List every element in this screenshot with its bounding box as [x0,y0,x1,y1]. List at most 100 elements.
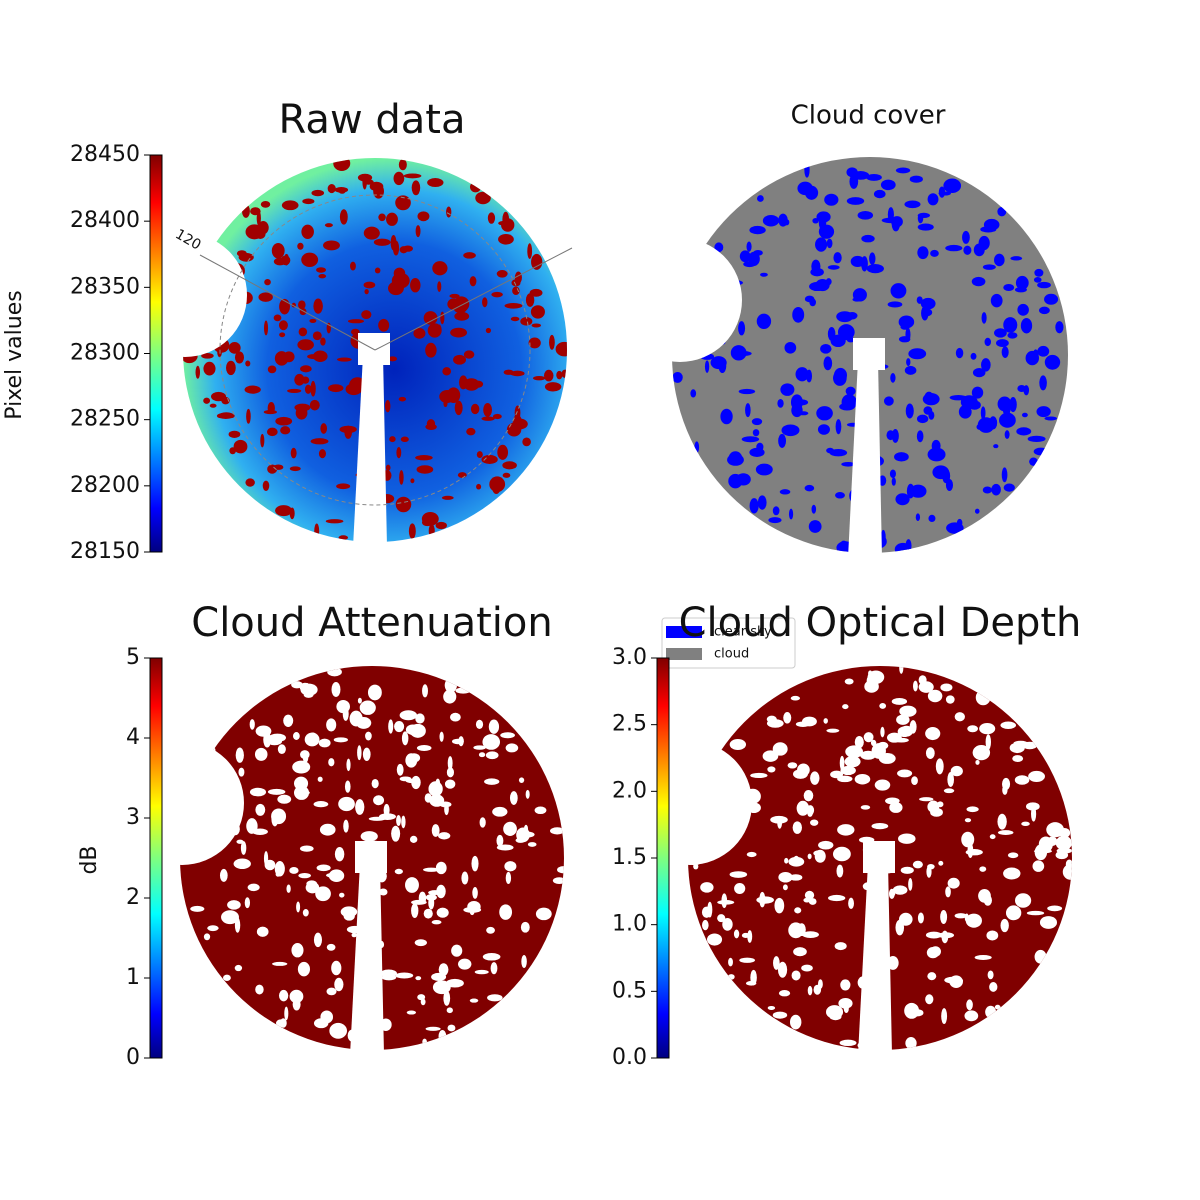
cloud-blob [702,919,709,931]
cloud-blob [423,311,438,325]
cloud-blob [1007,852,1019,859]
cloud-blob [1020,317,1033,334]
cloud-blob [367,684,382,701]
cloud-blob [840,765,856,776]
cloud-blob [425,1026,441,1031]
cloud-blob [390,235,397,251]
cloud-blob [981,358,991,372]
panel-title: Cloud Attenuation [191,600,552,646]
cloud-blob [917,246,929,260]
cloud-blob [323,240,340,251]
cloud-blob [487,212,496,224]
cloud-blob [425,342,437,358]
cloud-blob [260,433,265,448]
cloud-blob [391,272,410,289]
cloud-blob [1021,412,1028,418]
cloud-blob [810,771,820,785]
cloud-blob [1027,435,1046,443]
cloud-blob [976,424,983,430]
cloud-blob [234,351,245,364]
cloud-blob [245,478,255,487]
panel: Cloud Attenuation 0 1 2 3 4 5 dB [77,600,564,1070]
colorbar-tick-label: 0.0 [612,1045,647,1070]
cloud-blob [892,885,908,895]
cloud-blob [491,291,503,298]
cloud-blob [411,180,421,196]
cloud-blob [778,990,791,997]
cloud-blob [294,790,310,796]
cloud-blob [446,206,452,218]
cloud-blob [1015,275,1029,290]
cloud-blob [405,877,419,893]
cloud-blob [877,741,889,750]
cloud-blob [289,989,304,1004]
cloud-blob [927,972,937,981]
cloud-blob [971,386,984,399]
cloud-blob [814,849,826,863]
cloud-blob [362,747,371,761]
cloud-blob [945,244,963,252]
cloud-blob [384,400,391,413]
cloud-blob [746,851,757,858]
cloud-blob [757,495,767,510]
cloud-blob [738,321,746,336]
cloud-blob [292,732,300,740]
cloud-blob [828,894,846,902]
cloud-blob [788,508,794,520]
cloud-blob [840,979,851,991]
cloud-blob [254,747,268,761]
cloud-blob [815,237,828,252]
cloud-blob [396,763,404,776]
cloud-blob [728,957,733,967]
cloud-blob [525,789,530,799]
cloud-blob [985,734,992,750]
cloud-blob [274,861,285,877]
cloud-blob [406,1010,417,1015]
cloud-blob [890,283,907,299]
cloud-blob [990,293,1003,308]
cloud-blob [1037,281,1051,289]
cloud-blob [807,985,813,996]
cloud-blob [234,964,243,972]
cloud-blob [310,380,316,397]
cloud-blob [331,681,341,697]
cloud-blob [299,845,314,852]
cloud-blob [900,866,914,874]
cloud-blob [244,897,251,909]
cloud-blob [297,961,311,977]
cloud-blob [947,772,954,787]
cloud-blob [979,866,987,872]
cloud-blob [262,480,270,491]
cloud-blob [972,745,991,761]
cloud-blob [781,424,800,437]
cloud-blob [919,797,934,802]
cloud-blob [314,523,320,539]
mask-arm [353,355,387,547]
cloud-blob [260,200,271,208]
cloud-blob [399,776,412,782]
cloud-blob [438,832,451,840]
panel-title: Cloud Optical Depth [679,600,1082,646]
cloud-blob [817,424,830,435]
cloud-blob [383,803,390,817]
cloud-blob [234,917,241,933]
cloud-blob [446,1007,453,1014]
cloud-blob [823,718,828,724]
cloud-blob [1055,835,1072,851]
cloud-blob [803,789,814,802]
cloud-blob [339,425,357,434]
cloud-blob [319,823,336,836]
cloud-blob [496,834,504,847]
cloud-blob [768,517,782,524]
cloud-blob [1003,283,1015,292]
polar-axis [199,254,376,351]
cloud-blob [1044,293,1059,305]
cloud-blob [316,267,326,273]
cloud-blob [386,212,398,226]
cloud-blob [463,378,480,391]
cloud-blob [374,267,381,274]
cloud-blob [268,733,286,742]
cloud-blob [530,305,545,319]
cloud-blob [544,382,562,392]
mask-center [355,841,387,873]
